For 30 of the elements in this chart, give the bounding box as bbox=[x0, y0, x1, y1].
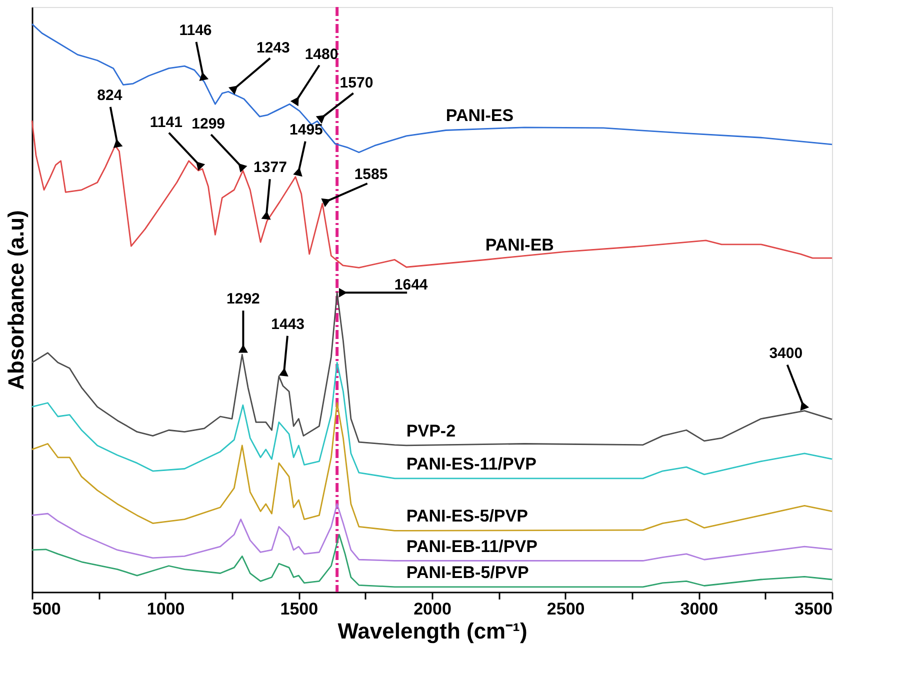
series-label: PANI-EB bbox=[485, 236, 554, 255]
x-axis-title: Wavelength (cm⁻¹) bbox=[338, 618, 528, 644]
annotation: 1377 bbox=[254, 159, 287, 176]
annotation: 1141 bbox=[150, 114, 182, 131]
x-tick-label: 3000 bbox=[680, 600, 718, 618]
annotation: 1443 bbox=[271, 316, 305, 333]
series-label: PANI-ES bbox=[446, 106, 514, 126]
x-tick-label: 2500 bbox=[546, 600, 585, 618]
annotation: 824 bbox=[97, 87, 123, 104]
series-label: PVP-2 bbox=[406, 421, 456, 440]
x-tick-label: 1500 bbox=[280, 600, 318, 618]
annotation: 1243 bbox=[256, 40, 290, 57]
series-label: PANI-ES-11/PVP bbox=[406, 454, 536, 474]
annotation: 1299 bbox=[192, 116, 226, 133]
x-tick-label: 1000 bbox=[146, 600, 185, 618]
annotation: 3400 bbox=[769, 345, 803, 362]
annotation: 1585 bbox=[354, 166, 388, 183]
annotation: 1292 bbox=[226, 290, 260, 308]
x-tick-label: 500 bbox=[32, 600, 61, 618]
annotation: 1495 bbox=[290, 121, 323, 138]
annotation: 1570 bbox=[340, 74, 374, 92]
series-label: PANI-ES-5/PVP bbox=[406, 506, 528, 526]
x-tick-label: 3500 bbox=[794, 600, 832, 618]
x-tick-label: 2000 bbox=[414, 600, 452, 618]
annotation: 1146 bbox=[179, 22, 212, 40]
annotation: 1480 bbox=[304, 46, 338, 63]
y-axis-title: Absorbance (a.u) bbox=[4, 210, 28, 390]
series-label: PANI-EB-5/PVP bbox=[406, 562, 529, 582]
annotation: 1644 bbox=[394, 276, 428, 294]
series-label: PANI-EB-11/PVP bbox=[406, 536, 538, 556]
